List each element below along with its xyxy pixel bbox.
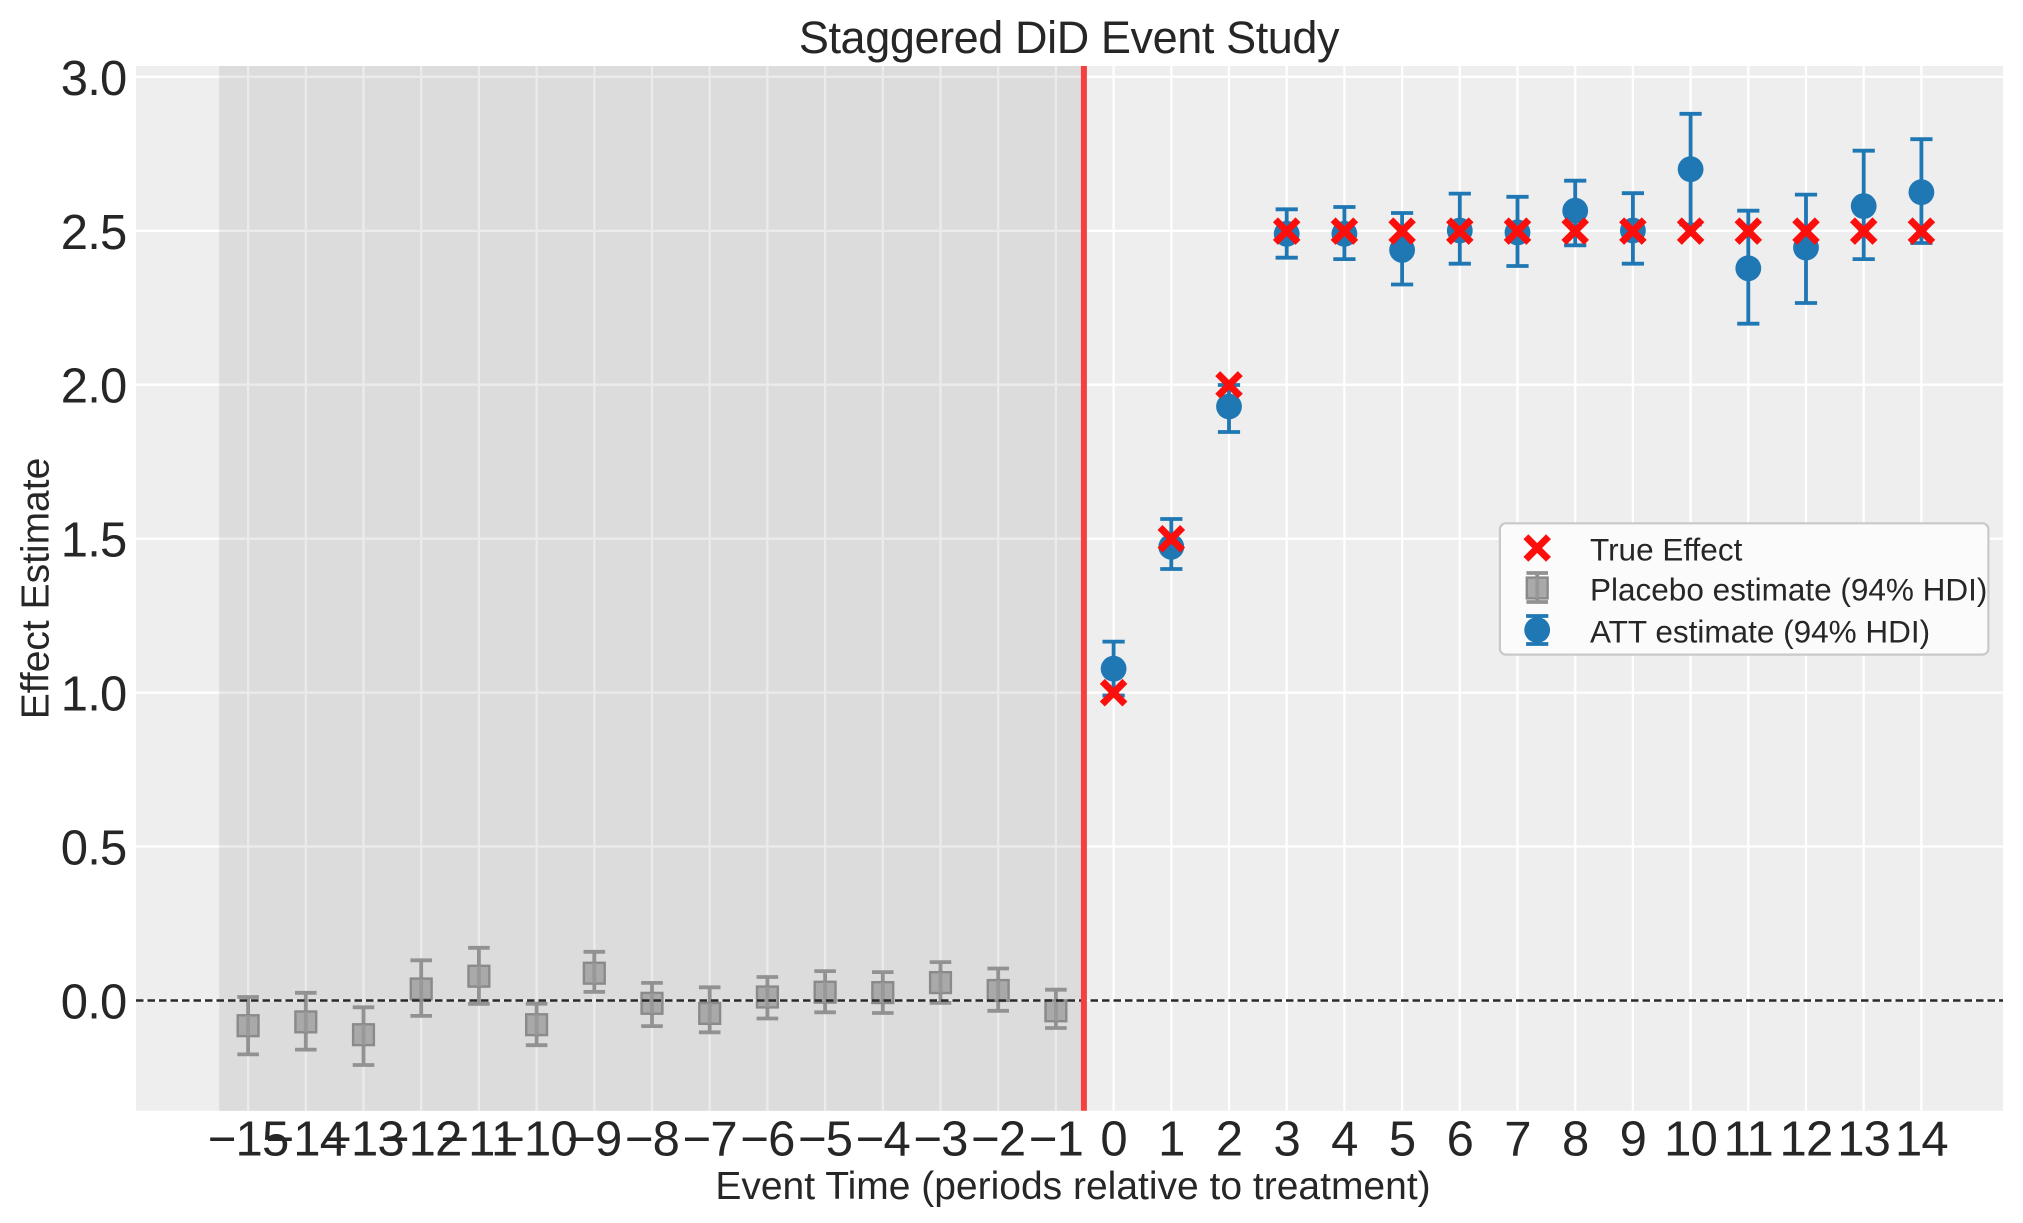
svg-text:Placebo estimate (94% HDI): Placebo estimate (94% HDI)	[1590, 572, 1987, 608]
svg-text:2: 2	[1216, 1113, 1242, 1167]
svg-text:1: 1	[1158, 1113, 1184, 1167]
svg-text:9: 9	[1620, 1113, 1646, 1167]
svg-text:Event Time (periods relative t: Event Time (periods relative to treatmen…	[715, 1165, 1430, 1208]
svg-text:−10: −10	[496, 1113, 577, 1167]
svg-text:−9: −9	[567, 1113, 621, 1167]
svg-text:−11: −11	[440, 1113, 517, 1167]
svg-text:7: 7	[1504, 1113, 1530, 1167]
svg-text:0: 0	[1100, 1113, 1126, 1167]
svg-text:2.0: 2.0	[61, 360, 127, 414]
svg-text:0.5: 0.5	[61, 822, 127, 876]
svg-text:6: 6	[1447, 1113, 1473, 1167]
svg-text:2.5: 2.5	[61, 206, 127, 260]
svg-text:12: 12	[1780, 1113, 1833, 1167]
svg-text:−13: −13	[323, 1113, 404, 1167]
svg-text:−14: −14	[265, 1113, 346, 1167]
svg-text:4: 4	[1331, 1113, 1357, 1167]
svg-text:13: 13	[1837, 1113, 1890, 1167]
svg-text:−7: −7	[683, 1113, 737, 1167]
svg-text:8: 8	[1562, 1113, 1588, 1167]
svg-text:1.5: 1.5	[61, 514, 127, 568]
svg-text:−1: −1	[1029, 1113, 1083, 1167]
svg-text:−5: −5	[798, 1113, 852, 1167]
svg-text:5: 5	[1389, 1113, 1415, 1167]
svg-text:3: 3	[1273, 1113, 1299, 1167]
svg-text:−12: −12	[381, 1113, 462, 1167]
svg-text:−8: −8	[625, 1113, 679, 1167]
svg-text:Staggered DiD Event Study: Staggered DiD Event Study	[799, 12, 1340, 63]
svg-text:1.0: 1.0	[61, 668, 127, 722]
svg-text:3.0: 3.0	[61, 52, 127, 106]
svg-text:−6: −6	[740, 1113, 794, 1167]
svg-text:−3: −3	[913, 1113, 967, 1167]
svg-text:−4: −4	[856, 1113, 910, 1167]
svg-text:Effect Estimate: Effect Estimate	[15, 458, 58, 720]
svg-text:−15: −15	[208, 1113, 289, 1167]
svg-text:14: 14	[1895, 1113, 1948, 1167]
svg-text:ATT estimate (94% HDI): ATT estimate (94% HDI)	[1590, 614, 1930, 650]
svg-text:True Effect: True Effect	[1590, 532, 1743, 568]
svg-text:10: 10	[1664, 1113, 1717, 1167]
svg-text:11: 11	[1724, 1113, 1773, 1167]
svg-text:−2: −2	[971, 1113, 1025, 1167]
svg-text:0.0: 0.0	[61, 976, 127, 1030]
